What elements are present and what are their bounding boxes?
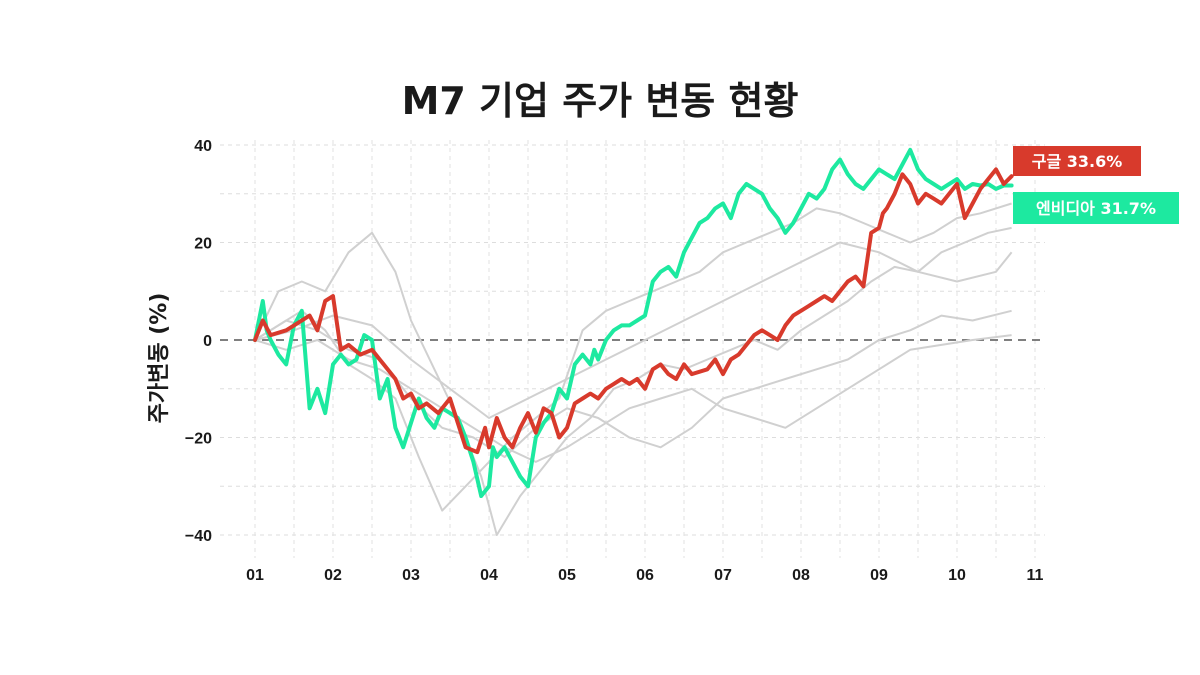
callout-label: 구글 33.6% bbox=[1032, 152, 1123, 171]
x-tick-label: 03 bbox=[402, 567, 420, 584]
x-tick-label: 01 bbox=[246, 567, 264, 584]
x-tick-label: 04 bbox=[480, 567, 498, 584]
x-tick-label: 10 bbox=[948, 567, 966, 584]
background-series-line-5 bbox=[254, 241, 1013, 419]
x-tick-label: 09 bbox=[870, 567, 888, 584]
callouts: 구글 33.6% 엔비디아 31.7% bbox=[1013, 146, 1179, 224]
highlight-series-group bbox=[253, 147, 1014, 498]
series-line-nvidia bbox=[253, 147, 1014, 498]
chart-title: M7 기업 주가 변동 현황 bbox=[401, 79, 799, 123]
callout-label: 엔비디아 31.7% bbox=[1036, 199, 1156, 218]
series-line-google bbox=[253, 167, 1014, 455]
y-tick-label: −40 bbox=[185, 528, 212, 545]
callout-box bbox=[1013, 146, 1141, 176]
callout-nvidia: 엔비디아 31.7% bbox=[1013, 192, 1179, 224]
background-series-line-1 bbox=[254, 226, 1012, 536]
x-tick-label: 08 bbox=[792, 567, 810, 584]
x-tick-label: 06 bbox=[636, 567, 654, 584]
background-series-group bbox=[254, 202, 1013, 536]
callout-google: 구글 33.6% bbox=[1013, 146, 1141, 176]
callout-box bbox=[1013, 192, 1179, 224]
y-tick-label: 40 bbox=[194, 138, 212, 155]
y-axis-label: 주가변동 (%) bbox=[147, 293, 172, 424]
x-tick-label: 11 bbox=[1027, 567, 1044, 584]
grid bbox=[220, 140, 1045, 558]
background-series-line-3 bbox=[254, 334, 1012, 463]
y-tick-label: 0 bbox=[203, 333, 212, 350]
axis-labels: 01 02 03 04 05 06 07 08 09 10 11 40 20 0 −20 −40 bbox=[185, 138, 1044, 584]
x-tick-label: 02 bbox=[324, 567, 342, 584]
x-tick-label: 07 bbox=[714, 567, 732, 584]
y-tick-label: 20 bbox=[194, 236, 212, 253]
y-tick-label: −20 bbox=[185, 431, 212, 448]
x-tick-label: 05 bbox=[558, 567, 576, 584]
background-series-line-4 bbox=[254, 309, 1012, 458]
